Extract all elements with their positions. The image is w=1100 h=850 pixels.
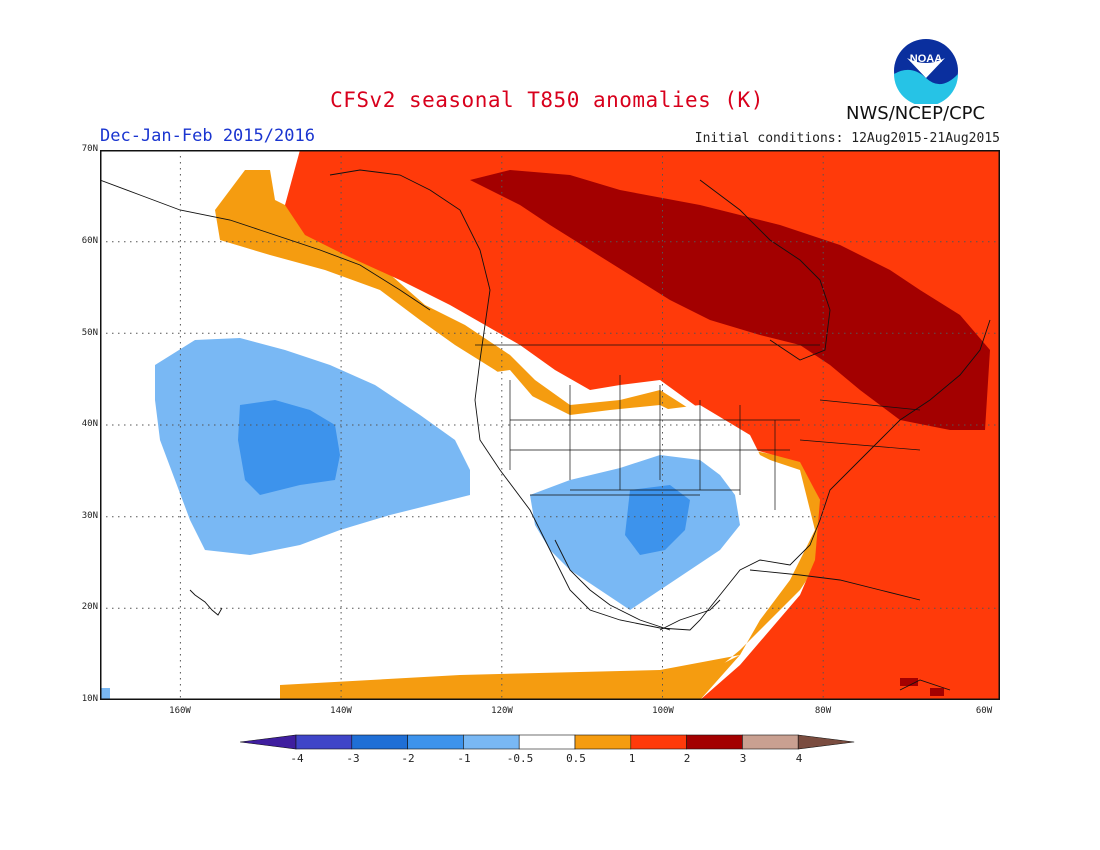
agency-label: NWS/NCEP/CPC [846,103,986,124]
warm-anomaly-core-darkred [470,170,990,430]
colorbar-segment [407,734,464,750]
colorbar-segment [574,734,632,750]
colorbar [240,734,855,750]
colorbar-segment [797,734,855,750]
lat-label: 10N [81,694,98,704]
colorbar-segment [518,734,576,750]
lon-label: 100W [652,706,674,716]
lon-label: 120W [491,706,513,716]
colorbar-label: -2 [401,752,415,765]
colorbar-label: -0.5 [506,752,534,765]
colorbar-label: 0.5 [566,752,586,765]
coastlines [100,169,991,691]
lat-label: 40N [81,419,98,429]
political-boundaries [475,344,921,510]
colorbar-label: 3 [739,752,747,765]
colorbar-label: -3 [346,752,360,765]
noaa-logo-icon: NOAA [894,39,958,104]
lat-label: 30N [81,511,98,521]
lat-label: 20N [81,602,98,612]
warm-anomaly-band-orange [215,170,820,700]
lon-label: 140W [330,706,352,716]
logo-text: NOAA [910,53,942,65]
colorbar-segment [351,734,408,750]
colorbar-segment [295,734,353,750]
lat-label: 70N [81,144,98,154]
season-label: Dec-Jan-Feb 2015/2016 [100,126,315,146]
lat-label: 60N [81,236,98,246]
map-title: CFSv2 seasonal T850 anomalies (K) [330,88,764,112]
lon-label: 60W [975,706,993,716]
anomaly-map [100,150,1000,700]
graticule [100,150,1000,700]
cold-anomaly-pacific-core [238,400,340,495]
colorbar-segment [630,734,687,750]
colorbar-label: -1 [457,752,471,765]
colorbar-label: 1 [628,752,636,765]
colorbar-segment [742,734,799,750]
colorbar-segment [463,734,520,750]
colorbar-label: 2 [683,752,691,765]
colorbar-segment [240,734,297,750]
initial-conditions-label: Initial conditions: 12Aug2015-21Aug2015 [694,131,1000,146]
lon-label: 160W [169,706,191,716]
lon-label: 80W [814,706,832,716]
colorbar-label: 4 [795,752,803,765]
colorbar-label: -4 [290,752,304,765]
lat-label: 50N [81,328,98,338]
colorbar-segment [686,734,743,750]
